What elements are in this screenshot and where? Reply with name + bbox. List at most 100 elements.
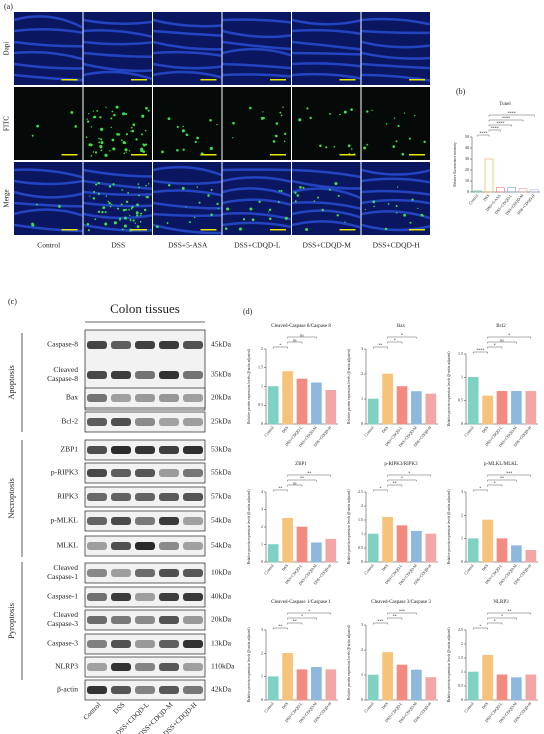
signal (198, 201, 201, 204)
bar (396, 525, 408, 563)
tissue-stripe (13, 179, 83, 186)
band (135, 394, 155, 402)
signal (321, 208, 324, 212)
signal (144, 129, 147, 132)
tissue-stripe (222, 198, 292, 206)
significance-bracket (387, 336, 417, 339)
bar (311, 542, 322, 563)
blot-size: 45kDa (211, 340, 232, 349)
chart-title: Bcl2 (496, 324, 506, 329)
signal (210, 188, 213, 191)
blot-label: Caspase-3 (47, 619, 78, 628)
y-axis-label: Relative protein expression levels (β-ac… (447, 489, 451, 565)
band (87, 686, 107, 694)
band (183, 394, 203, 402)
blot-size: 53kDa (211, 445, 232, 454)
signal (182, 125, 184, 128)
signal (299, 185, 302, 189)
scale-bar (270, 79, 286, 81)
signal (396, 212, 398, 214)
signal (140, 147, 144, 151)
signal (216, 123, 218, 126)
tissue-stripe (222, 18, 292, 24)
band (183, 616, 203, 624)
bar (425, 533, 437, 563)
signal (371, 109, 373, 111)
blot-size: 20kDa (211, 393, 232, 402)
tissue-stripe (291, 40, 361, 51)
signal (97, 210, 101, 213)
blot-label: p-RIPK3 (51, 468, 78, 477)
signal (278, 189, 281, 192)
signal (89, 195, 91, 197)
signal (31, 134, 34, 137)
bar (525, 391, 537, 425)
significance-bracket (473, 627, 488, 630)
signal (422, 215, 424, 217)
significance-label: * (401, 476, 403, 481)
blot-label: Caspase-1 (47, 592, 78, 601)
significance-label: ** (307, 471, 311, 476)
blot-label: Cleaved (53, 610, 78, 619)
blot-label: β-actin (57, 685, 78, 694)
x-tick-label: Control (463, 562, 475, 575)
significance-label: ns (293, 338, 297, 343)
signal (302, 186, 305, 189)
signal (112, 183, 115, 186)
signal (109, 150, 111, 152)
y-tick-label: 50 (465, 134, 469, 139)
band (183, 569, 203, 577)
tissue-stripe (152, 70, 222, 79)
signal (108, 201, 111, 205)
signal (347, 144, 351, 148)
scale-bar (131, 154, 147, 156)
tissue-stripe (291, 201, 361, 210)
signal (194, 140, 197, 143)
chart-title: Cleaved-Caspase 8/Caspase 8 (271, 324, 331, 329)
tissue-stripe (291, 18, 361, 26)
tissue-stripe (361, 29, 431, 35)
signal (143, 208, 147, 212)
signal (423, 140, 426, 144)
band (159, 593, 179, 601)
blot-label: Bax (66, 393, 78, 402)
column-label: DSS+5-ASA (168, 241, 208, 250)
signal (284, 132, 287, 136)
signal (372, 200, 376, 204)
micrograph (153, 162, 222, 235)
y-tick-label: 1 (361, 531, 363, 536)
signal (99, 144, 103, 149)
signal (86, 118, 88, 120)
band (135, 371, 155, 379)
signal (102, 206, 106, 210)
tissue-stripe (83, 168, 153, 178)
signal (366, 110, 369, 113)
signal (142, 143, 146, 147)
signal (97, 181, 100, 185)
y-tick-label: 1 (261, 541, 263, 546)
signal (70, 111, 74, 114)
band (183, 341, 203, 349)
tissue-stripe (83, 29, 153, 38)
band (111, 616, 131, 624)
signal (262, 116, 266, 120)
significance-label: **** (496, 121, 504, 126)
blot-size: 13kDa (211, 639, 232, 648)
band (159, 616, 179, 624)
band (87, 616, 107, 624)
panel-label: (a) (4, 2, 13, 11)
signal (128, 208, 130, 211)
band (87, 593, 107, 601)
y-tick-label: 0 (361, 421, 363, 426)
y-tick-label: 0 (461, 697, 463, 702)
tissue-stripe (152, 18, 222, 28)
tissue-stripe (361, 189, 431, 196)
signal (86, 223, 90, 226)
band (135, 569, 155, 577)
tissue-stripe (152, 40, 222, 51)
signal (110, 126, 112, 129)
y-tick-label: 2 (461, 641, 463, 646)
signal (258, 200, 261, 203)
y-tick-label: 2 (261, 346, 263, 351)
signal (113, 221, 117, 225)
